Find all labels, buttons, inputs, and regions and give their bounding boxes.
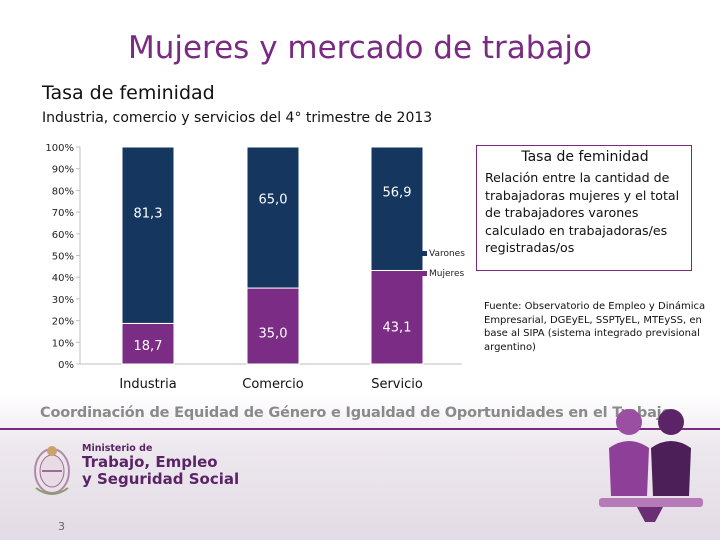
chart-title: Industria, comercio y servicios del 4° t…	[42, 110, 433, 126]
y-tick-label: 60%	[52, 230, 74, 241]
y-tick-label: 70%	[52, 208, 74, 219]
legend-label: Varones	[429, 249, 465, 259]
page-subtitle: Tasa de feminidad	[42, 82, 215, 104]
people-balance-icon	[599, 409, 703, 522]
bar-varones	[121, 146, 175, 324]
legend-swatch	[422, 271, 427, 276]
data-label-mujeres: 35,0	[259, 326, 288, 341]
footer-band	[0, 395, 720, 540]
bar-varones	[246, 146, 300, 289]
ministry-logo: Ministerio de Trabajo, Empleo y Segurida…	[82, 443, 239, 488]
definition-box: Tasa de feminidad Relación entre la cant…	[476, 145, 692, 271]
definition-text: Relación entre la cantidad de trabajador…	[485, 170, 680, 255]
coordination-label: Coordinación de Equidad de Género e Igua…	[40, 405, 672, 421]
bar-mujeres	[246, 287, 300, 365]
page-title: Mujeres y mercado de trabajo	[127, 30, 593, 66]
data-label-mujeres: 43,1	[383, 320, 412, 335]
ministry-line-2: y Seguridad Social	[82, 470, 240, 488]
data-label-varones: 65,0	[259, 192, 288, 207]
y-tick-label: 90%	[52, 165, 74, 176]
bar-mujeres	[370, 269, 424, 365]
x-tick-label: Comercio	[242, 377, 304, 392]
x-tick-label: Industria	[119, 377, 176, 392]
source-note: Fuente: Observatorio de Empleo y Dinámic…	[484, 301, 706, 353]
data-label-varones: 81,3	[134, 207, 163, 222]
page-number: 3	[58, 520, 65, 533]
footer-divider	[0, 428, 720, 430]
data-label-mujeres: 18,7	[134, 339, 163, 354]
y-tick-label: 30%	[52, 295, 74, 306]
bar-varones	[370, 146, 424, 271]
legend-swatch	[422, 251, 427, 256]
y-tick-label: 100%	[45, 143, 74, 154]
y-tick-label: 0%	[58, 360, 74, 371]
x-tick-label: Servicio	[371, 377, 423, 392]
legend-label: Mujeres	[429, 269, 465, 279]
definition-title: Tasa de feminidad	[521, 149, 649, 165]
ministry-line-1: Trabajo, Empleo	[82, 453, 218, 471]
y-tick-label: 10%	[52, 338, 74, 349]
bar-mujeres	[121, 322, 175, 365]
y-tick-label: 80%	[52, 186, 74, 197]
y-tick-label: 40%	[52, 273, 74, 284]
argentina-crest-icon	[34, 446, 70, 495]
ministry-small-text: Ministerio de	[82, 443, 153, 454]
y-tick-label: 20%	[52, 317, 74, 328]
stacked-bar-chart: 0% 10% 20% 30% 40% 50% 60% 70% 80% 90% 100% 18,7 81,…	[45, 143, 465, 392]
y-tick-label: 50%	[52, 252, 74, 263]
data-label-varones: 56,9	[383, 185, 412, 200]
